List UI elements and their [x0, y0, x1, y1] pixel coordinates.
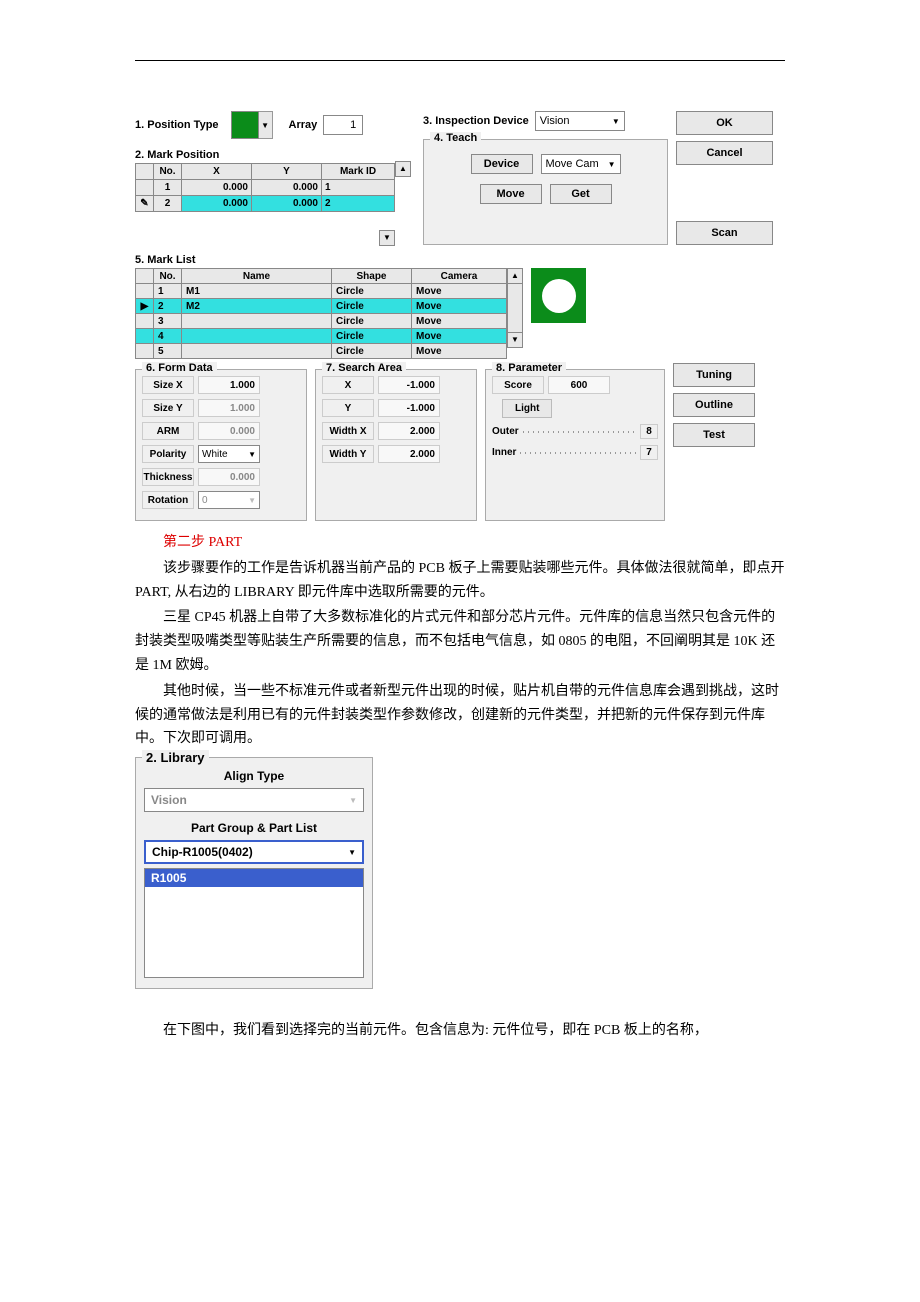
parameter-fieldset: 8. Parameter Score600 Light Outer8 Inner… — [485, 369, 665, 521]
table-row[interactable]: 4CircleMove — [136, 329, 507, 344]
circle-icon — [542, 279, 576, 313]
scroll-down-icon[interactable]: ▼ — [507, 332, 523, 348]
form-data-fieldset: 6. Form Data Size X1.000 Size Y1.000 ARM… — [135, 369, 307, 521]
position-type-label: 1. Position Type — [135, 119, 219, 131]
search-area-fieldset: 7. Search Area X-1.000 Y-1.000 Width X2.… — [315, 369, 477, 521]
rotation-select[interactable]: 0▼ — [198, 491, 260, 509]
score-input[interactable]: 600 — [548, 376, 610, 394]
table-row[interactable]: ▶2M2CircleMove — [136, 299, 507, 314]
mark-list-table[interactable]: No. Name Shape Camera 1M1CircleMove ▶2M2… — [135, 268, 507, 359]
thickness-input[interactable]: 0.000 — [198, 468, 260, 486]
position-type-dropdown[interactable]: ▼ — [259, 111, 273, 139]
align-type-select[interactable]: Vision ▼ — [144, 788, 364, 812]
ok-button[interactable]: OK — [676, 111, 773, 135]
light-button[interactable]: Light — [502, 399, 552, 418]
table-row[interactable]: ✎ 2 0.000 0.000 2 — [136, 196, 395, 212]
size-y-input[interactable]: 1.000 — [198, 399, 260, 417]
part-list-heading: Part Group & Part List — [144, 816, 364, 840]
tuning-button[interactable]: Tuning — [673, 363, 755, 387]
table-row[interactable]: 1M1CircleMove — [136, 284, 507, 299]
scroll-up-icon[interactable]: ▲ — [507, 268, 523, 284]
outer-slider[interactable] — [523, 431, 636, 433]
move-button[interactable]: Move — [480, 184, 542, 204]
inspection-device-select[interactable]: Vision ▼ — [535, 111, 625, 131]
part-group-select[interactable]: Chip-R1005(0402) ▼ — [144, 840, 364, 864]
mark-list-label: 5. Mark List — [135, 254, 785, 266]
part-list[interactable]: R1005 — [144, 868, 364, 978]
width-y-input[interactable]: 2.000 — [378, 445, 440, 463]
size-x-input[interactable]: 1.000 — [198, 376, 260, 394]
body-paragraph: 三星 CP45 机器上自带了大多数标准化的片式元件和部分芯片元件。元件库的信息当… — [135, 606, 785, 677]
col-no: No. — [154, 164, 182, 180]
dropdown-icon[interactable]: ▼ — [379, 230, 395, 246]
width-x-input[interactable]: 2.000 — [378, 422, 440, 440]
document-body: 在下图中，我们看到选择完的当前元件。包含信息为: 元件位号，即在 PCB 板上的… — [135, 1019, 785, 1043]
table-row[interactable]: 3CircleMove — [136, 314, 507, 329]
mark-position-table[interactable]: No. X Y Mark ID 1 0.000 0.000 1 ✎ 2 — [135, 163, 395, 212]
chevron-down-icon: ▼ — [349, 796, 357, 805]
scan-button[interactable]: Scan — [676, 221, 773, 245]
chevron-down-icon: ▼ — [248, 450, 256, 459]
search-y-input[interactable]: -1.000 — [378, 399, 440, 417]
col-y: Y — [252, 164, 322, 180]
search-x-input[interactable]: -1.000 — [378, 376, 440, 394]
chevron-down-icon: ▼ — [348, 848, 356, 857]
array-input[interactable] — [323, 115, 363, 135]
main-ui-panel: 1. Position Type ▼ Array 2. Mark Positio… — [135, 111, 785, 521]
library-panel: 2. Library Align Type Vision ▼ Part Grou… — [135, 757, 373, 989]
table-row[interactable]: 1 0.000 0.000 1 — [136, 180, 395, 196]
teach-fieldset: 4. Teach Device Move Cam ▼ Move Get — [423, 139, 668, 245]
device-button[interactable]: Device — [471, 154, 533, 174]
chevron-down-icon: ▼ — [608, 160, 616, 169]
mark-position-label: 2. Mark Position — [135, 149, 415, 161]
inner-slider[interactable] — [520, 452, 636, 454]
library-title: 2. Library — [142, 750, 209, 765]
teach-label: 4. Teach — [430, 132, 481, 144]
table-row[interactable]: 5CircleMove — [136, 344, 507, 359]
array-label: Array — [289, 119, 318, 131]
mark-preview — [531, 268, 586, 323]
body-paragraph: 在下图中，我们看到选择完的当前元件。包含信息为: 元件位号，即在 PCB 板上的… — [135, 1019, 785, 1043]
arm-input[interactable]: 0.000 — [198, 422, 260, 440]
cancel-button[interactable]: Cancel — [676, 141, 773, 165]
position-type-swatch[interactable] — [231, 111, 259, 139]
test-button[interactable]: Test — [673, 423, 755, 447]
outline-button[interactable]: Outline — [673, 393, 755, 417]
chevron-down-icon: ▼ — [248, 496, 256, 505]
chevron-down-icon: ▼ — [612, 117, 620, 126]
list-item[interactable]: R1005 — [145, 869, 363, 887]
scroll-up-icon[interactable]: ▲ — [395, 161, 411, 177]
get-button[interactable]: Get — [550, 184, 612, 204]
device-select[interactable]: Move Cam ▼ — [541, 154, 621, 174]
col-markid: Mark ID — [322, 164, 395, 180]
inspection-device-label: 3. Inspection Device — [423, 115, 529, 127]
polarity-select[interactable]: White▼ — [198, 445, 260, 463]
body-paragraph: 该步骤要作的工作是告诉机器当前产品的 PCB 板子上需要贴装哪些元件。具体做法很… — [135, 557, 785, 605]
align-type-heading: Align Type — [144, 764, 364, 788]
step-title: 第二步 PART — [135, 531, 785, 555]
col-x: X — [182, 164, 252, 180]
body-paragraph: 其他时候，当一些不标准元件或者新型元件出现的时候，贴片机自带的元件信息库会遇到挑… — [135, 680, 785, 751]
document-body: 第二步 PART 该步骤要作的工作是告诉机器当前产品的 PCB 板子上需要贴装哪… — [135, 531, 785, 751]
